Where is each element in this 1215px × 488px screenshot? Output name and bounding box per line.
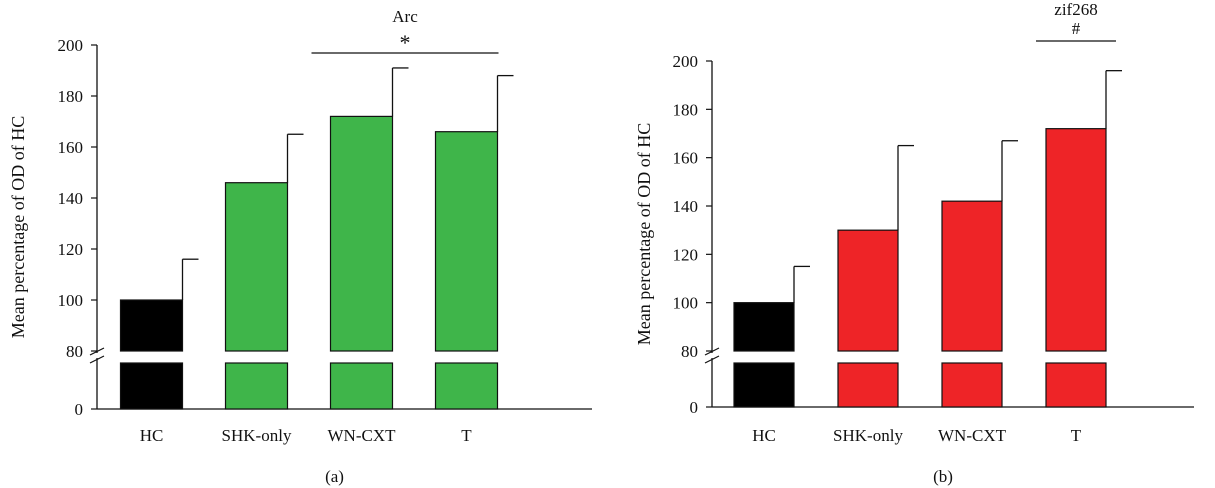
bar <box>434 131 499 352</box>
bar <box>733 302 795 352</box>
y-tick-label: 80 <box>681 342 698 361</box>
y-tick-label: 140 <box>58 189 84 208</box>
x-tick-label: HC <box>140 426 164 445</box>
bar-lower-segment <box>119 362 184 410</box>
bar-lower-segment <box>941 362 1003 408</box>
y-tick-label: 160 <box>673 149 699 168</box>
y-tick-label: 120 <box>673 245 699 264</box>
y-axis-title: Mean percentage of OD of HC <box>8 116 28 338</box>
annotation-symbol: * <box>400 30 411 55</box>
x-tick-label: SHK-only <box>222 426 292 445</box>
y-tick-label: 200 <box>673 52 699 71</box>
y-tick-label: 0 <box>690 398 699 417</box>
y-axis-title: Mean percentage of OD of HC <box>634 123 654 345</box>
bar-lower-segment <box>224 362 289 410</box>
bar <box>119 299 184 352</box>
annotation-label: zif268 <box>1054 0 1097 19</box>
y-tick-label: 180 <box>58 87 84 106</box>
x-tick-label: HC <box>752 426 776 445</box>
bar-lower-segment <box>329 362 394 410</box>
panel-label: (b) <box>933 467 953 486</box>
bar-lower-segment <box>434 362 499 410</box>
axis-break-mark <box>89 355 105 364</box>
annotation-label: Arc <box>392 7 418 26</box>
bar <box>1045 128 1107 352</box>
y-tick-label: 80 <box>66 342 83 361</box>
y-tick-label: 100 <box>673 294 699 313</box>
bar-lower-segment <box>837 362 899 408</box>
panel-b: 100 120 140 160 180 200 0 80 Mean percentage of … <box>634 0 1194 486</box>
bar-lower-segment <box>733 362 795 408</box>
x-tick-label: WN-CXT <box>328 426 397 445</box>
bar <box>941 200 1003 352</box>
bar <box>329 115 394 352</box>
panel-label: (a) <box>325 467 344 486</box>
bar <box>224 182 289 352</box>
y-tick-label: 180 <box>673 100 699 119</box>
y-tick-label: 120 <box>58 240 84 259</box>
y-tick-label: 140 <box>673 197 699 216</box>
y-tick-label: 0 <box>75 400 84 419</box>
annotation-symbol: # <box>1072 19 1081 38</box>
x-tick-label: T <box>1071 426 1082 445</box>
bar <box>837 229 899 352</box>
bar-lower-segment <box>1045 362 1107 408</box>
panel-a: 100 120 140 160 180 200 0 80 Mean percentage of … <box>8 7 592 486</box>
y-tick-label: 160 <box>58 138 84 157</box>
x-tick-label: WN-CXT <box>938 426 1007 445</box>
x-tick-label: T <box>461 426 472 445</box>
y-tick-label: 200 <box>58 36 84 55</box>
x-tick-label: SHK-only <box>833 426 903 445</box>
axis-break-mark <box>704 355 720 364</box>
y-tick-label: 100 <box>58 291 84 310</box>
